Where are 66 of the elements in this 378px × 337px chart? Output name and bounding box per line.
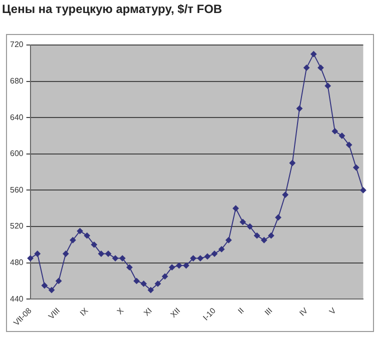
point [48,287,55,294]
point [332,128,338,134]
point [304,64,310,71]
x-tick-label: V [328,306,338,316]
y-tick-label: 600 [10,149,24,158]
point [134,278,140,284]
point [176,262,182,269]
chart-title: Цены на турецкую арматуру, $/т FOB [2,2,222,16]
y-tick-label: 640 [10,112,24,122]
point [42,282,48,289]
point [310,51,317,58]
point [204,253,210,260]
point [70,237,76,244]
point [154,280,161,287]
point [226,237,232,244]
point [353,164,360,171]
point [126,264,132,270]
x-tick-label: VIII [46,306,62,321]
point [91,242,98,248]
x-tick-label: XII [168,306,182,320]
point [211,250,218,257]
x-tick-label: X [115,306,126,316]
point [84,232,90,239]
point [232,205,239,212]
point [324,82,331,89]
x-tick-label: II [236,306,246,316]
point [183,262,190,269]
x-tick-label: I-10 [201,306,218,322]
point [261,237,268,244]
y-tick-label: 480 [10,258,24,268]
point [246,224,253,230]
point [162,273,168,280]
y-tick-label: 440 [10,294,24,304]
point [275,214,282,220]
point [98,250,104,257]
point [282,192,288,198]
x-tick-label: XI [142,306,154,318]
point [338,132,345,139]
y-tick-label: 520 [10,222,24,231]
y-tick-label: 720 [10,40,24,50]
point [346,142,352,148]
point [119,255,126,262]
point [360,187,366,194]
point [218,246,225,252]
x-tick-label: III [263,306,274,318]
point [296,106,302,112]
point [268,232,274,239]
point [105,250,112,257]
point [318,64,324,71]
point [76,228,83,234]
point [289,160,296,166]
x-tick-label: IV [298,306,310,318]
point [56,278,62,284]
point [190,255,196,262]
point [168,264,175,270]
y-tick-label: 560 [10,185,24,194]
point [254,232,260,239]
y-tick-label: 680 [10,76,24,86]
point [112,255,118,262]
x-tick-label: IX [78,306,90,318]
point [240,218,246,225]
point [148,287,154,294]
point [34,250,40,257]
point [140,280,147,287]
point [62,250,69,257]
point [197,255,204,262]
